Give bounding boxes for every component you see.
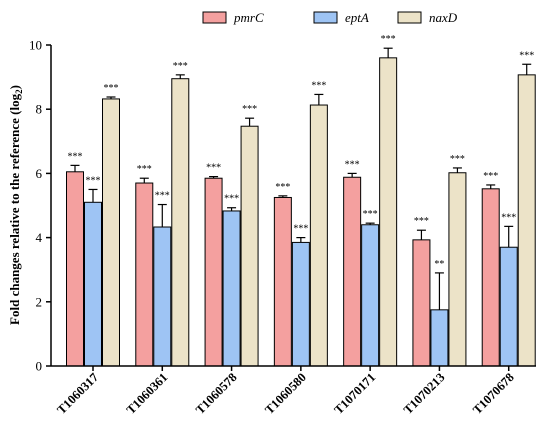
bar-pmrC (481, 188, 500, 367)
x-tick-label: T1070213 (401, 370, 448, 417)
bar-pmrC (412, 239, 431, 367)
significance-label: *** (206, 163, 221, 174)
significance-label: *** (519, 50, 534, 61)
bar-pmrC (343, 176, 362, 367)
bar-naxD (379, 57, 398, 367)
x-tick-label: T1070678 (470, 370, 517, 417)
x-tick-label: T1060580 (262, 370, 309, 417)
legend-label-eptA: eptA (345, 10, 369, 25)
bar-eptA (222, 210, 241, 367)
significance-label: *** (68, 151, 83, 162)
y-tick-label: 8 (36, 102, 43, 117)
significance-label: *** (224, 194, 239, 205)
bar-naxD (171, 78, 190, 367)
legend-swatch-pmrC (202, 11, 227, 24)
y-tick-label: 10 (29, 38, 42, 53)
legend: pmrC eptA naxD (202, 10, 458, 25)
y-tick-label: 4 (36, 230, 43, 245)
significance-label: *** (242, 104, 257, 115)
bar-eptA (499, 246, 518, 367)
y-axis-label: Fold changes relative to the reference (… (7, 85, 24, 325)
legend-label-pmrC: pmrC (233, 10, 264, 25)
significance-label: *** (173, 61, 188, 72)
significance-label: *** (104, 83, 119, 94)
significance-label: *** (414, 216, 429, 227)
legend-swatch-naxD (397, 11, 422, 24)
x-tick-label: T1060317 (54, 370, 101, 417)
bar-naxD (448, 172, 467, 367)
x-tick-label: T1060578 (193, 370, 240, 417)
significance-label: *** (137, 164, 152, 175)
bar-eptA (361, 224, 380, 367)
bar-series-group: ****************************************… (66, 34, 536, 367)
x-tick-label: T1060361 (124, 370, 171, 417)
significance-label: *** (381, 34, 396, 45)
y-tick-label: 0 (36, 359, 43, 374)
significance-label: *** (501, 212, 516, 223)
bar-eptA (84, 201, 102, 367)
significance-label: *** (293, 224, 308, 235)
bar-eptA (153, 226, 172, 367)
bar-naxD (517, 74, 536, 367)
significance-label: *** (483, 171, 498, 182)
y-tick-label: 6 (36, 166, 43, 181)
bar-pmrC (273, 196, 292, 367)
bar-eptA (430, 309, 449, 367)
significance-label: *** (311, 80, 326, 91)
significance-label: *** (363, 209, 378, 220)
significance-label: ** (434, 259, 444, 270)
bar-pmrC (135, 182, 154, 367)
significance-label: *** (450, 154, 465, 165)
x-tick-label: T1070171 (332, 370, 379, 417)
legend-swatch-eptA (313, 11, 338, 24)
significance-label: *** (275, 182, 290, 193)
significance-label: *** (86, 175, 101, 186)
significance-label: *** (155, 191, 170, 202)
significance-label: *** (345, 159, 360, 170)
bar-pmrC (66, 171, 84, 367)
bar-pmrC (204, 177, 223, 367)
bar-naxD (309, 104, 328, 367)
legend-label-naxD: naxD (429, 10, 458, 25)
bar-naxD (102, 98, 120, 367)
bar-eptA (291, 241, 310, 367)
y-tick-label: 2 (36, 294, 43, 309)
bar-naxD (240, 125, 259, 367)
